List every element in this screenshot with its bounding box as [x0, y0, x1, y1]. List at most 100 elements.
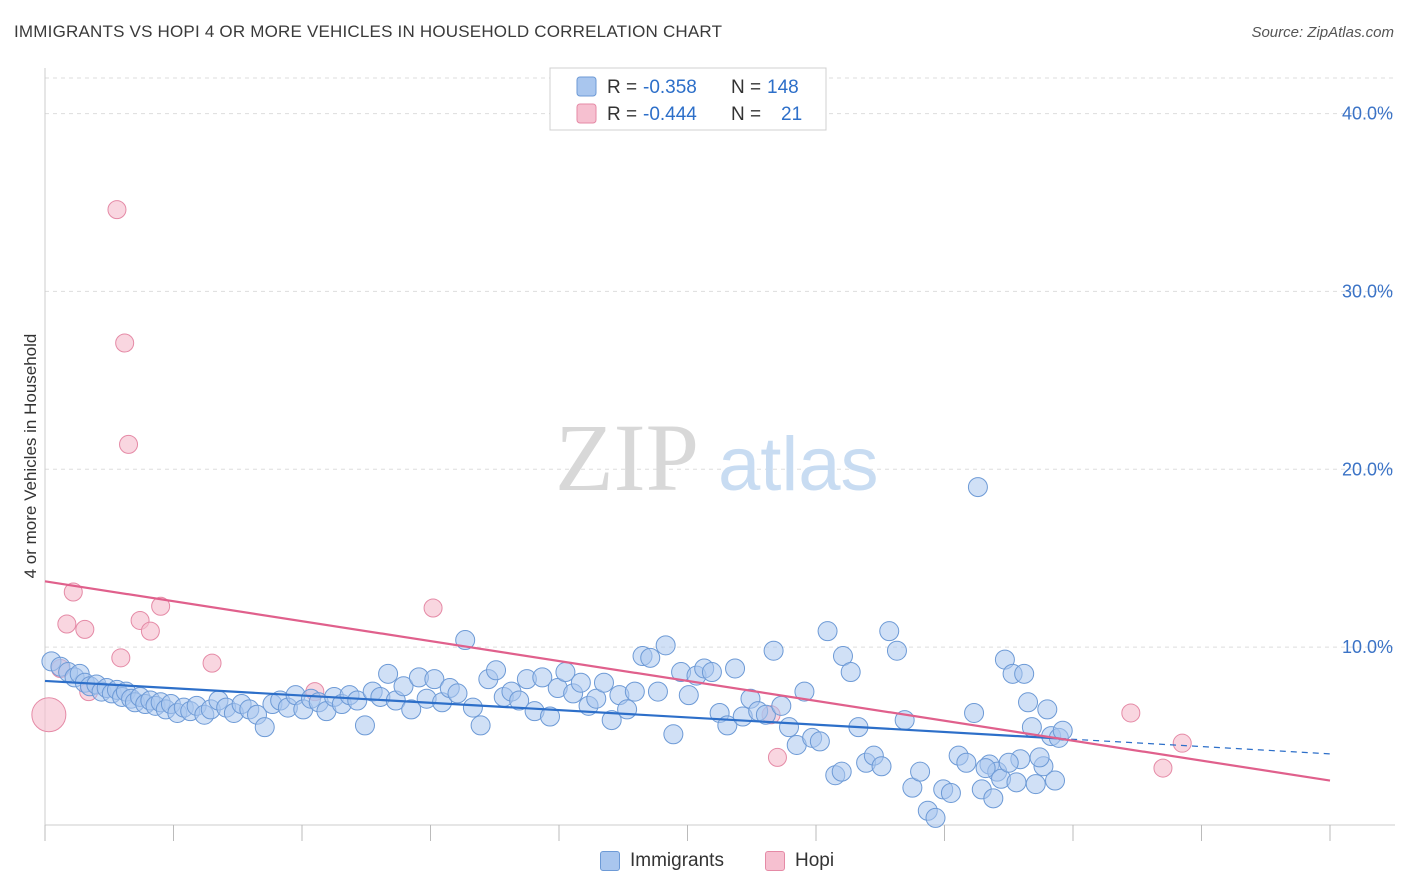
immigrants-point — [1052, 720, 1073, 741]
immigrants-point — [678, 685, 699, 706]
immigrants-point — [532, 667, 553, 688]
immigrants-point — [910, 761, 931, 782]
hopi-swatch — [765, 851, 785, 871]
hopi-label: Hopi — [795, 850, 835, 871]
legend-hopi-n-label: N = — [731, 104, 761, 125]
immigrants-point — [779, 717, 800, 738]
immigrants-point — [763, 640, 784, 661]
immigrants-point — [879, 621, 900, 642]
immigrants-point — [967, 477, 988, 498]
immigrants-point — [593, 672, 614, 693]
trend-lines — [44, 580, 1331, 782]
immigrants-point — [964, 702, 985, 723]
immigrants-point — [1018, 692, 1039, 713]
legend-item-immigrants: Immigrants — [600, 850, 724, 872]
immigrants-point — [871, 756, 892, 777]
series-legend: Immigrants Hopi — [0, 850, 1406, 880]
immigrants-point — [975, 758, 996, 779]
immigrants-point — [755, 704, 776, 725]
hopi-point — [151, 596, 171, 616]
immigrants-label: Immigrants — [630, 850, 724, 871]
immigrants-point — [940, 782, 961, 803]
immigrants-point — [663, 724, 684, 745]
immigrants-point — [840, 662, 861, 683]
immigrants-point — [1014, 663, 1035, 684]
immigrants-point — [655, 635, 676, 656]
immigrants-point — [509, 690, 530, 711]
immigrants-point — [462, 697, 483, 718]
immigrants-point — [1029, 747, 1050, 768]
immigrants-point — [925, 807, 946, 828]
hopi-point — [75, 619, 95, 639]
immigrants-trend-line — [44, 679, 1061, 740]
immigrants-point — [378, 663, 399, 684]
hopi-point — [115, 333, 135, 353]
immigrants-point — [393, 676, 414, 697]
immigrants-point — [1006, 772, 1027, 793]
legend-hopi-r-label: R = — [607, 104, 637, 125]
immigrants-point — [956, 752, 977, 773]
immigrants-point — [486, 660, 507, 681]
immigrants-points — [41, 477, 1073, 828]
hopi-point — [423, 598, 443, 618]
immigrants-point — [647, 681, 668, 702]
immigrants-point — [902, 777, 923, 798]
immigrants-point — [354, 715, 375, 736]
y-tick-label: 20.0% — [1342, 459, 1393, 479]
legend-immigrants-r-value: -0.358 — [643, 77, 697, 98]
hopi-point — [31, 697, 67, 733]
hopi-point — [1153, 758, 1173, 778]
immigrants-point — [983, 788, 1004, 809]
source-credit: Source: ZipAtlas.com — [1251, 24, 1394, 41]
legend-hopi-r-value: -0.444 — [643, 104, 697, 125]
legend-immigrants-r-label: R = — [607, 77, 637, 98]
immigrants-point — [1025, 774, 1046, 795]
scatter-chart: ZIP atlas 10.0%20.0%30.0%40.0%0.0%100.0%… — [21, 67, 1395, 841]
hopi-point — [111, 648, 131, 668]
immigrants-point — [831, 761, 852, 782]
immigrants-point — [540, 706, 561, 727]
legend-item-hopi: Hopi — [765, 850, 834, 872]
immigrants-point — [1045, 770, 1066, 791]
y-tick-label: 40.0% — [1342, 104, 1393, 124]
hopi-point — [119, 434, 139, 454]
tick-labels: 10.0%20.0%30.0%40.0%0.0%100.0% — [1342, 104, 1393, 658]
legend-immigrants-n-value: 148 — [767, 77, 799, 98]
immigrants-point — [1037, 699, 1058, 720]
chart-title: IMMIGRANTS VS HOPI 4 OR MORE VEHICLES IN… — [14, 22, 723, 41]
watermark-zip: ZIP — [555, 404, 699, 511]
watermark: ZIP atlas — [555, 404, 879, 511]
axes — [44, 68, 1395, 841]
immigrants-point — [447, 683, 468, 704]
legend-hopi-swatch — [576, 103, 597, 124]
immigrants-point — [624, 681, 645, 702]
hopi-point — [140, 621, 160, 641]
watermark-atlas: atlas — [718, 422, 879, 507]
immigrants-point — [701, 662, 722, 683]
hopi-point — [107, 200, 127, 220]
legend-immigrants-swatch — [576, 76, 597, 97]
hopi-point — [1121, 703, 1141, 723]
immigrants-point — [401, 699, 422, 720]
immigrants-point — [347, 690, 368, 711]
immigrants-point — [771, 695, 792, 716]
immigrants-point — [601, 710, 622, 731]
gridlines — [45, 77, 1395, 648]
legend-immigrants-n-label: N = — [731, 77, 761, 98]
immigrants-point — [586, 688, 607, 709]
immigrants-point — [254, 717, 275, 738]
hopi-point — [57, 614, 77, 634]
immigrants-point — [817, 621, 838, 642]
immigrants-point — [470, 715, 491, 736]
immigrants-point — [725, 658, 746, 679]
immigrants-point — [998, 752, 1019, 773]
y-axis-title: 4 or more Vehicles in Household — [21, 334, 40, 579]
immigrants-point — [809, 731, 830, 752]
immigrants-point — [832, 646, 853, 667]
legend-hopi-n-value: 21 — [781, 104, 802, 125]
immigrants-swatch — [600, 851, 620, 871]
immigrants-point — [886, 640, 907, 661]
immigrants-trend-extension — [1060, 737, 1331, 755]
immigrants-point — [424, 669, 445, 690]
immigrants-point — [617, 699, 638, 720]
